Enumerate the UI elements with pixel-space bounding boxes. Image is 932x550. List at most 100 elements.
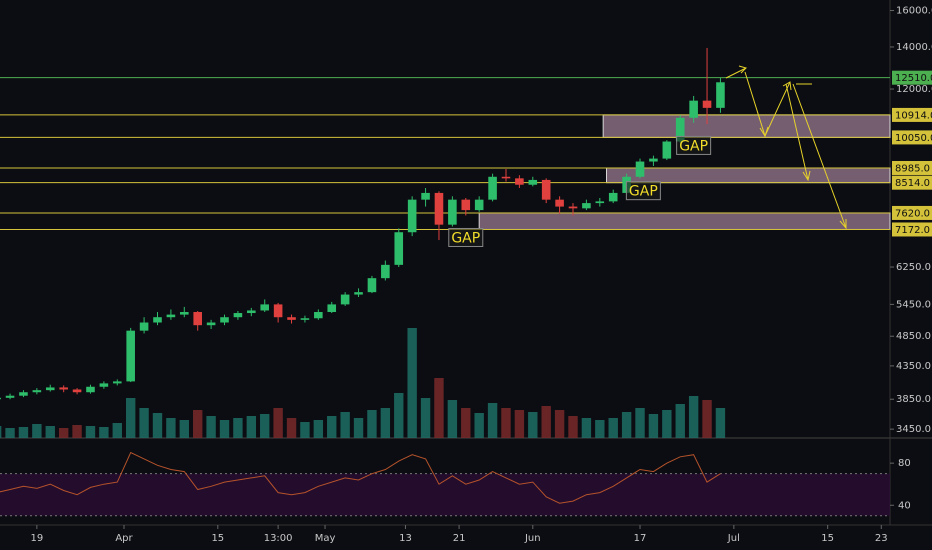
volume-bar — [474, 413, 484, 438]
arrows — [725, 65, 847, 230]
level-label: 7172.0 — [895, 225, 930, 236]
volume-bar — [688, 396, 699, 438]
candle-body — [407, 199, 417, 233]
volume-bar — [621, 412, 632, 438]
candle-body — [515, 178, 524, 185]
volume-bar — [45, 426, 55, 438]
volume-bar — [99, 427, 109, 438]
candle-body — [381, 264, 390, 279]
arrow — [792, 83, 847, 229]
volume-bar — [581, 418, 592, 438]
level-label: 8514.0 — [895, 178, 930, 189]
volume-bar — [273, 408, 283, 438]
volume-bar — [420, 398, 431, 438]
candle-body — [649, 158, 658, 162]
candle-body — [166, 314, 176, 318]
volume-bar — [166, 418, 176, 438]
gap-label-box — [625, 181, 661, 201]
volume-bar — [58, 428, 69, 438]
x-tick-label: 19 — [30, 533, 43, 544]
candle-body — [448, 199, 457, 225]
x-tick-label: Jul — [727, 533, 740, 544]
x-tick-label: 21 — [453, 533, 466, 544]
y-tick-label: 14000.0 — [896, 42, 932, 53]
volume-bar — [179, 420, 189, 438]
volume-bar — [501, 408, 511, 438]
x-tick-label: 13:00 — [264, 533, 293, 544]
volume-bar — [554, 410, 565, 438]
level-label: 10050.0 — [895, 133, 932, 144]
volume-bar — [380, 408, 391, 438]
volume-bar — [286, 418, 297, 438]
rsi-tick-label: 80 — [898, 458, 911, 469]
gap-label: GAP — [451, 230, 480, 246]
volume-bar — [206, 416, 216, 438]
level-label-box — [892, 130, 932, 145]
volume-bar — [715, 408, 726, 438]
volume-bar — [340, 412, 350, 438]
candle-body — [582, 203, 591, 209]
volume-bar — [152, 413, 163, 438]
candle-body — [394, 232, 404, 265]
candle-body — [528, 179, 538, 185]
candle-body — [541, 179, 551, 200]
volume-bar — [447, 400, 458, 438]
volume-bar — [541, 406, 551, 438]
volume-bar — [528, 412, 538, 438]
candle-body — [702, 100, 712, 108]
candle-body — [689, 100, 698, 118]
gap-label: GAP — [679, 138, 708, 154]
volume-bar — [85, 426, 96, 438]
arrowhead — [802, 170, 811, 182]
volume-bar — [327, 416, 337, 438]
volume-bar — [219, 420, 230, 438]
volume-bar — [313, 420, 324, 438]
volume-bar — [514, 410, 525, 438]
gap-label-box — [676, 135, 712, 155]
level-label-box — [892, 205, 932, 220]
level-label-box — [892, 160, 932, 175]
volume-bar — [260, 414, 270, 438]
candle-body — [314, 312, 323, 319]
candle-body — [126, 330, 135, 382]
candle-body — [568, 206, 578, 209]
arrowhead — [738, 65, 747, 74]
y-tick-label: 4350.0 — [896, 361, 931, 372]
volume-bar — [595, 420, 605, 438]
candle-body — [5, 395, 15, 398]
volume-bar — [139, 408, 149, 438]
volume-bar — [434, 378, 444, 438]
gap-label-box — [448, 227, 484, 247]
arrow — [785, 83, 809, 181]
y-tick-label: 3450.0 — [896, 424, 931, 435]
level-label: 10914.0 — [895, 110, 932, 121]
volume-bar — [5, 428, 15, 438]
candle-body — [193, 312, 202, 326]
candle-body — [488, 176, 497, 200]
candle-body — [59, 387, 68, 390]
candle-body — [139, 322, 149, 331]
candle-body — [32, 390, 42, 393]
candle-body — [555, 199, 564, 207]
candle-body — [716, 82, 725, 108]
volume-bar — [353, 418, 364, 438]
candle-body — [662, 141, 672, 159]
candle-body — [153, 317, 162, 323]
volume-bar — [112, 423, 122, 438]
x-tick-label: Jun — [524, 533, 541, 544]
gap-zone — [606, 167, 891, 184]
rsi-tick-label: 40 — [898, 500, 911, 511]
volume-bar — [487, 403, 498, 438]
rsi-line — [0, 451, 721, 504]
candle-body — [273, 304, 283, 318]
volume-bar — [193, 410, 203, 438]
candle-body — [45, 387, 55, 391]
candle-body — [340, 294, 350, 305]
candle-body — [474, 199, 484, 211]
volume-bar — [662, 410, 672, 438]
level-label-box — [892, 175, 932, 190]
candle-body — [206, 322, 216, 326]
x-tick-label: 23 — [875, 533, 888, 544]
candle-body — [434, 192, 444, 225]
